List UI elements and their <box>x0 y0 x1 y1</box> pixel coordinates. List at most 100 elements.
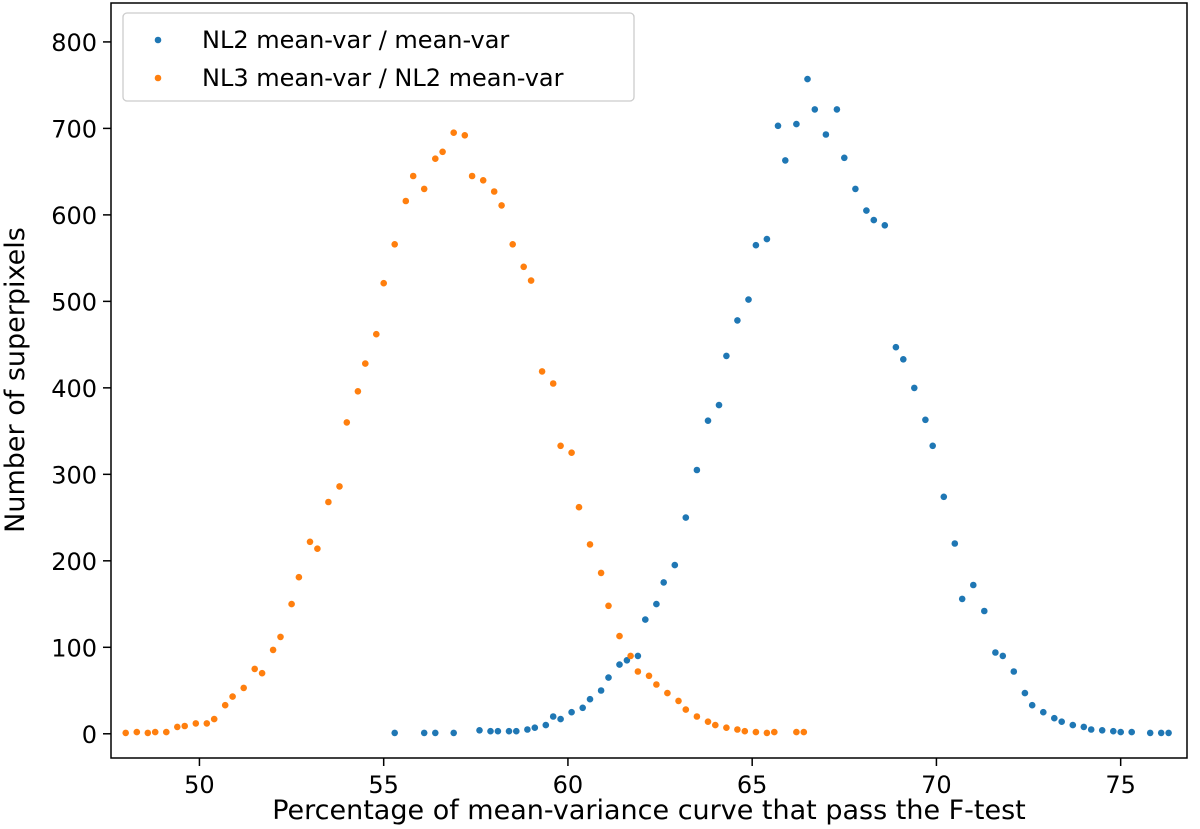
data-point-series-1 <box>391 729 399 737</box>
data-point-series-1 <box>958 595 966 603</box>
data-point-series-2 <box>251 665 258 673</box>
data-point-series-2 <box>490 188 498 195</box>
data-point-series-1 <box>922 416 929 424</box>
data-point-series-1 <box>549 713 557 720</box>
data-point-series-1 <box>1058 718 1065 725</box>
data-point-series-2 <box>605 602 612 610</box>
legend: NL2 mean-var / mean-var NL3 mean-var / N… <box>122 12 635 102</box>
data-point-series-1 <box>782 157 789 164</box>
data-point-series-1 <box>763 235 771 243</box>
data-point-series-1 <box>745 296 752 303</box>
data-point-series-1 <box>881 222 889 229</box>
data-point-series-2 <box>432 155 439 162</box>
data-point-series-1 <box>951 540 959 547</box>
data-point-series-2 <box>627 652 634 660</box>
y-axis-label: Number of superpixels <box>0 227 31 533</box>
data-point-series-2 <box>288 600 295 608</box>
data-point-series-1 <box>642 616 649 623</box>
data-point-series-2 <box>675 697 682 705</box>
data-point-series-2 <box>277 633 284 641</box>
data-point-series-2 <box>682 706 690 713</box>
data-point-series-2 <box>306 538 314 546</box>
data-point-series-1 <box>476 727 483 734</box>
data-point-series-2 <box>568 449 575 457</box>
data-point-series-2 <box>325 498 332 506</box>
data-point-series-2 <box>314 545 321 552</box>
y-tick-label: 600 <box>51 202 97 230</box>
data-point-series-2 <box>373 330 380 338</box>
data-point-series-1 <box>704 417 712 425</box>
data-point-series-1 <box>586 695 594 703</box>
data-point-series-1 <box>1146 729 1154 737</box>
data-point-series-2 <box>450 129 458 136</box>
data-point-series-2 <box>439 148 446 156</box>
data-point-series-1 <box>929 442 936 450</box>
y-tick-label: 100 <box>51 634 97 662</box>
y-tick-label: 400 <box>51 375 97 403</box>
data-point-series-1 <box>1021 689 1029 697</box>
data-points <box>122 75 1172 737</box>
data-point-series-2 <box>723 724 730 731</box>
y-tick-label: 0 <box>82 721 97 749</box>
data-point-series-1 <box>900 356 907 363</box>
data-point-series-2 <box>362 360 369 367</box>
data-point-series-1 <box>494 727 502 735</box>
data-point-series-1 <box>774 122 782 130</box>
legend-box <box>122 12 635 102</box>
data-point-series-2 <box>402 197 410 205</box>
data-point-series-2 <box>420 185 428 193</box>
data-point-series-2 <box>479 177 487 184</box>
y-tick-label: 800 <box>51 29 97 57</box>
data-point-series-2 <box>664 689 671 697</box>
data-point-series-2 <box>586 541 594 548</box>
data-point-series-1 <box>1128 728 1135 736</box>
data-point-series-1 <box>579 704 586 712</box>
data-point-series-1 <box>671 561 679 569</box>
data-point-series-1 <box>634 652 642 660</box>
data-point-series-1 <box>822 131 830 138</box>
legend-label-series-1: NL2 mean-var / mean-var <box>202 26 509 54</box>
data-point-series-2 <box>645 672 653 680</box>
data-point-series-1 <box>660 579 667 586</box>
x-tick-label: 50 <box>184 771 215 799</box>
data-point-series-1 <box>623 657 631 664</box>
data-point-series-2 <box>210 715 218 723</box>
y-tick-label: 200 <box>51 548 97 576</box>
x-axis: 50 55 60 65 70 75 <box>184 758 1136 799</box>
x-tick-label: 55 <box>368 771 399 799</box>
data-point-series-2 <box>144 729 152 737</box>
data-point-series-1 <box>752 241 760 249</box>
data-point-series-1 <box>999 652 1007 660</box>
data-point-series-2 <box>221 701 229 709</box>
data-point-series-1 <box>524 726 531 733</box>
data-point-series-2 <box>409 172 417 180</box>
data-point-series-2 <box>151 728 159 736</box>
data-point-series-2 <box>391 241 399 248</box>
data-point-series-1 <box>981 607 988 615</box>
data-point-series-1 <box>734 317 741 324</box>
data-point-series-1 <box>715 401 723 409</box>
data-point-series-2 <box>597 569 605 577</box>
data-point-series-1 <box>1069 721 1077 729</box>
data-point-series-1 <box>597 687 605 694</box>
data-point-series-1 <box>833 106 841 113</box>
data-point-series-2 <box>653 681 660 688</box>
data-point-series-2 <box>575 503 583 511</box>
data-point-series-1 <box>420 729 428 737</box>
data-point-series-1 <box>970 581 977 589</box>
data-point-series-2 <box>741 727 749 735</box>
data-point-series-2 <box>793 728 800 736</box>
data-point-series-2 <box>380 279 388 287</box>
data-point-series-2 <box>258 669 266 677</box>
data-point-series-2 <box>468 172 476 180</box>
data-point-series-2 <box>354 388 362 395</box>
data-point-series-1 <box>1051 714 1058 722</box>
data-point-series-2 <box>192 720 200 727</box>
data-point-series-2 <box>634 668 642 675</box>
data-point-series-1 <box>992 649 999 656</box>
data-point-series-1 <box>568 708 575 716</box>
data-point-series-1 <box>653 600 660 608</box>
data-point-series-1 <box>1165 729 1172 737</box>
data-point-series-2 <box>461 132 469 139</box>
data-point-series-1 <box>513 727 520 735</box>
